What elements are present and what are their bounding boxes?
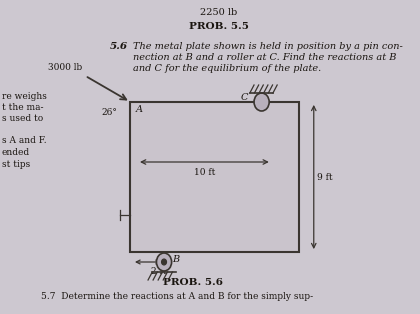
Text: 5.6: 5.6 — [109, 42, 128, 51]
Text: nection at B and a roller at C. Find the reactions at B: nection at B and a roller at C. Find the… — [133, 53, 396, 62]
Text: st tips: st tips — [2, 160, 30, 169]
Circle shape — [162, 259, 167, 265]
Text: ended: ended — [2, 148, 30, 157]
Text: t the ma-: t the ma- — [2, 103, 43, 112]
Text: re weighs: re weighs — [2, 92, 47, 101]
Text: s A and F.: s A and F. — [2, 136, 46, 145]
Text: The metal plate shown is held in position by a pin con-: The metal plate shown is held in positio… — [133, 42, 403, 51]
Circle shape — [254, 93, 269, 111]
Text: 2250 lb: 2250 lb — [200, 8, 237, 17]
Text: s used to: s used to — [2, 114, 43, 123]
Text: 26°: 26° — [101, 108, 117, 117]
Text: 2 ft: 2 ft — [151, 267, 166, 276]
Bar — [130, 102, 299, 252]
Circle shape — [157, 253, 172, 271]
Text: 3000 lb: 3000 lb — [48, 63, 82, 72]
Text: PROB. 5.6: PROB. 5.6 — [163, 278, 223, 287]
Text: and C for the equilibrium of the plate.: and C for the equilibrium of the plate. — [133, 64, 321, 73]
Text: PROB. 5.5: PROB. 5.5 — [189, 22, 249, 31]
Text: C: C — [241, 94, 248, 102]
Text: 5.7  Determine the reactions at A and B for the simply sup-: 5.7 Determine the reactions at A and B f… — [41, 292, 313, 301]
Text: B: B — [173, 256, 180, 264]
Text: 10 ft: 10 ft — [194, 168, 215, 177]
Text: A: A — [135, 105, 142, 114]
Text: 9 ft: 9 ft — [317, 172, 333, 181]
